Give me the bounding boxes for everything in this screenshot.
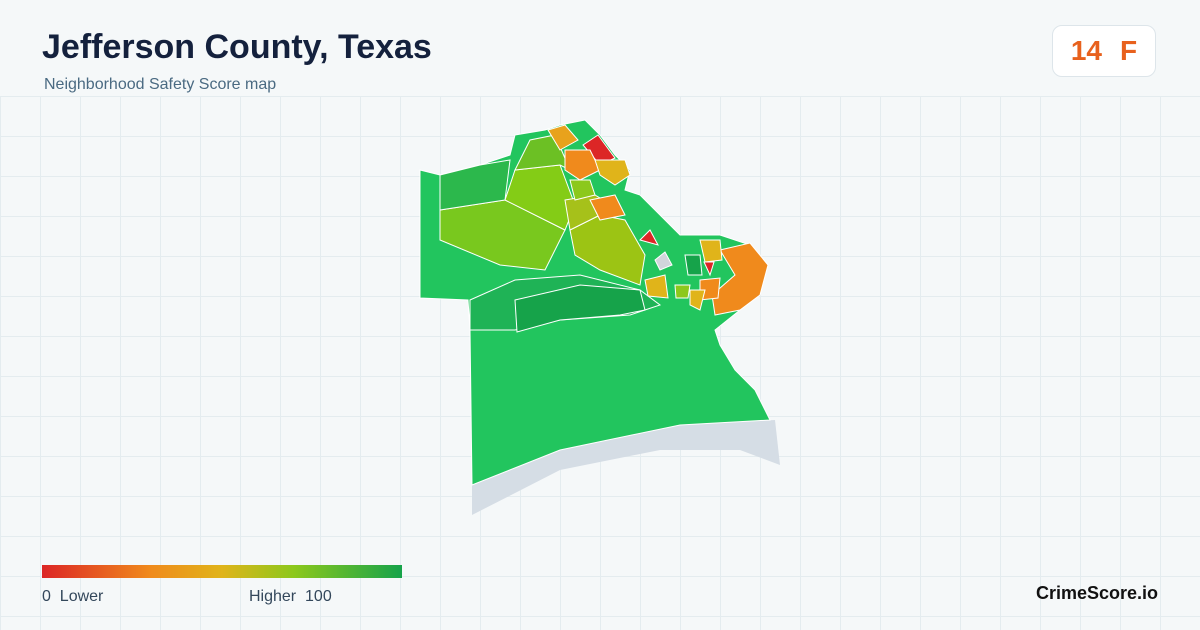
brand: CrimeScore.io (1035, 583, 1158, 603)
legend-min-label: Lower (59, 588, 104, 605)
region (589, 194, 626, 221)
score-badge: 14 F (1052, 25, 1156, 77)
region (547, 124, 579, 151)
region (639, 229, 659, 246)
region (564, 149, 601, 181)
region (703, 261, 715, 277)
region (654, 251, 673, 271)
region (699, 239, 723, 263)
legend-gradient (42, 565, 402, 578)
region (504, 164, 576, 231)
region (644, 274, 669, 299)
legend-max: 100 (305, 588, 332, 605)
subtitle: Neighborhood Safety Score map (44, 76, 277, 93)
region (514, 284, 646, 333)
region (684, 254, 703, 276)
water (472, 420, 780, 515)
county-map (419, 119, 780, 515)
region (689, 289, 706, 311)
legend-min: 0 (42, 588, 51, 605)
legend-low: 0 Lower (42, 588, 103, 606)
score-value: 14 (1070, 35, 1103, 66)
title: Jefferson County, Texas (42, 28, 432, 66)
region (711, 242, 769, 316)
legend-high: Higher 100 (249, 588, 332, 606)
score-grade: F (1120, 35, 1138, 66)
legend-max-label: Higher (249, 588, 297, 605)
region (674, 284, 691, 299)
region (439, 159, 511, 211)
region (569, 179, 596, 201)
region (594, 159, 631, 186)
